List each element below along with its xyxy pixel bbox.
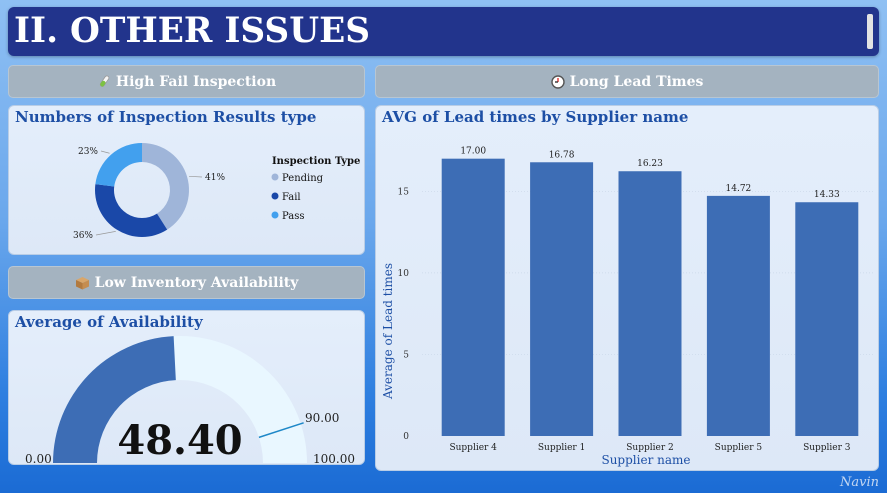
gauge-fill: [53, 336, 176, 463]
x-tick-label: Supplier 5: [715, 443, 763, 453]
legend-marker-pass: [271, 211, 279, 219]
donut-slice-fail[interactable]: [95, 184, 168, 237]
high-fail-inspection-label: High Fail Inspection: [115, 73, 277, 90]
legend-marker-pending: [271, 173, 279, 181]
inspection-results-title: Numbers of Inspection Results type: [15, 108, 317, 126]
gauge-target-marker: [258, 422, 304, 439]
lead-times-title: AVG of Lead times by Supplier name: [382, 108, 689, 126]
inspection-results-card: Numbers of Inspection Results type 41% 36…: [8, 105, 365, 255]
low-inventory-availability-button[interactable]: Low Inventory Availability: [8, 266, 365, 299]
availability-gauge: 48.40 0.00 100.00 90.00: [25, 336, 355, 464]
x-tick-label: Supplier 4: [449, 443, 497, 453]
bar-data-label: 16.23: [637, 159, 663, 169]
bar-data-label: 17.00: [460, 147, 486, 157]
legend-marker-fail: [271, 192, 279, 200]
donut-leader-line: [100, 150, 110, 154]
clock-icon: [550, 74, 565, 89]
bar-supplier-3[interactable]: [795, 202, 859, 436]
bar-data-label: 14.72: [726, 184, 752, 194]
y-tick-label: 10: [398, 269, 410, 279]
y-axis-title: Average of Lead times: [381, 263, 395, 400]
legend-item-fail[interactable]: Fail: [282, 192, 301, 203]
donut-slice-pending[interactable]: [142, 143, 189, 230]
donut-leader-line: [95, 231, 116, 236]
bar-supplier-1[interactable]: [530, 162, 594, 436]
availability-card: Average of Availability 48.40 0.00 100.0…: [8, 310, 365, 465]
bar-supplier-4[interactable]: [441, 158, 505, 436]
x-tick-label: Supplier 1: [538, 443, 585, 453]
low-inventory-availability-label: Low Inventory Availability: [94, 274, 299, 291]
donut-value-label: 36%: [73, 231, 93, 241]
header-scrollbar[interactable]: [867, 14, 873, 49]
lead-times-bar-chart: 0 5 10 15 17.00 Supplier 4 16.78 Supplier 1 16.…: [381, 147, 874, 467]
y-tick-label: 0: [403, 432, 409, 442]
gauge-value: 48.40: [117, 417, 242, 464]
donut-value-label: 23%: [78, 147, 98, 157]
bar-supplier-5[interactable]: [706, 195, 770, 436]
donut-value-label: 41%: [205, 173, 225, 183]
inspection-donut-chart: 41% 36% 23% Inspection Type Pending Fail Pas…: [73, 143, 360, 241]
box-icon: [75, 276, 90, 290]
y-tick-label: 5: [403, 350, 409, 360]
author-signature: Navin: [840, 475, 879, 490]
x-axis-title: Supplier name: [601, 453, 690, 467]
bar-supplier-2[interactable]: [618, 171, 682, 436]
legend-item-pending[interactable]: Pending: [282, 173, 324, 184]
page-title: II. OTHER ISSUES: [14, 10, 371, 51]
test-tube-icon: [97, 75, 111, 89]
bar-data-label: 14.33: [814, 190, 840, 200]
y-tick-label: 15: [398, 187, 410, 197]
lead-times-card: AVG of Lead times by Supplier name 0 5 10 1…: [375, 105, 879, 471]
legend-title: Inspection Type: [272, 156, 360, 167]
gauge-target-label: 90.00: [305, 411, 339, 425]
availability-title: Average of Availability: [15, 313, 203, 331]
long-lead-times-label: Long Lead Times: [569, 73, 704, 90]
high-fail-inspection-button[interactable]: High Fail Inspection: [8, 65, 365, 98]
x-tick-label: Supplier 3: [803, 443, 851, 453]
x-tick-label: Supplier 2: [626, 443, 673, 453]
long-lead-times-button[interactable]: Long Lead Times: [375, 65, 879, 98]
donut-leader-line: [189, 175, 203, 178]
legend-item-pass[interactable]: Pass: [282, 211, 305, 222]
gauge-max-label: 100.00: [313, 452, 355, 464]
donut-slice-pass[interactable]: [95, 143, 142, 187]
gauge-min-label: 0.00: [25, 452, 52, 464]
bar-data-label: 16.78: [549, 150, 575, 160]
header-bar: II. OTHER ISSUES: [8, 7, 879, 56]
